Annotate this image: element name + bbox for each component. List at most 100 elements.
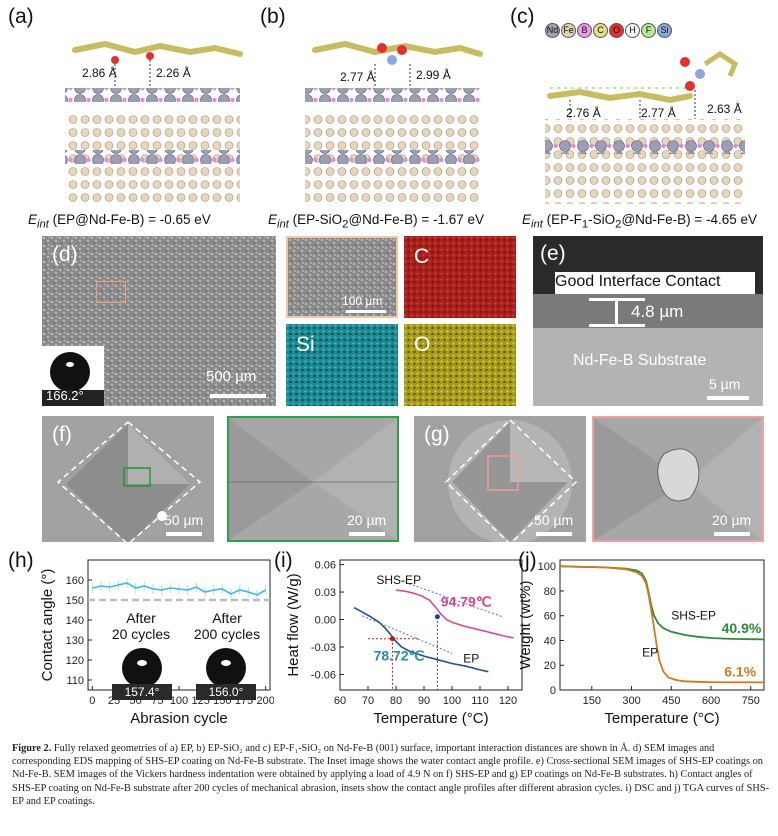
- legend-element-fe: Fe: [561, 23, 576, 38]
- x-tick-label: 0: [89, 695, 95, 707]
- panel-label-a: (a): [8, 5, 34, 28]
- x-tick-label: 70: [362, 695, 374, 707]
- series-line-ep: [559, 565, 765, 684]
- eds-map-silicon: Si: [286, 324, 398, 406]
- y-tick-label: 110: [66, 675, 84, 687]
- distance-label: 2.77 Å: [340, 70, 375, 84]
- legend-element-f: F: [641, 23, 656, 38]
- distance-label: 2.99 Å: [416, 68, 451, 82]
- legend-element-b: B: [577, 23, 592, 38]
- y-tick-label: 0: [550, 685, 556, 697]
- panel-label-b: (b): [260, 5, 286, 28]
- scale-bar: [714, 532, 750, 536]
- tg-value-ep: 78.72℃: [374, 648, 425, 664]
- y-axis-title: Heat flow (W/g): [285, 573, 302, 676]
- scale-bar: [210, 394, 266, 398]
- series-line-contact-angle: [92, 582, 267, 596]
- y-axis-title: Weight (wt%): [520, 581, 534, 670]
- distance-label: 2.26 Å: [156, 66, 191, 80]
- series-line-shs-ep: [395, 589, 514, 639]
- structure-ep-f1-sio2: [545, 50, 745, 204]
- y-tick-label: 40: [544, 635, 556, 647]
- scale-bar-label: 100 µm: [342, 294, 383, 308]
- x-tick-label: 120: [499, 695, 517, 707]
- series-label-shs-ep: SHS-EP: [671, 608, 716, 622]
- substrate-label: Nd-Fe-B Substrate: [573, 352, 707, 369]
- eds-map-carbon: C: [404, 236, 516, 318]
- y-tick-label: 140: [66, 615, 84, 627]
- distance-label: 2.63 Å: [707, 102, 742, 116]
- distance-label: 2.77 Å: [641, 106, 676, 120]
- scale-bar-label: 50 µm: [164, 512, 204, 528]
- element-legend: Nd Fe B C O H F Si: [545, 20, 775, 42]
- contact-angle-inset-200: 156.0°: [196, 648, 256, 700]
- tg-value-shs-ep: 94.79℃: [441, 594, 492, 610]
- chart-contact-angle: 0 25 50 75 100 125 150 175 200110120130140150160…: [39, 559, 274, 727]
- caption-text: Fully relaxed geometries of a) EP, b) EP…: [12, 743, 770, 807]
- scale-bar-label: 500 µm: [206, 368, 257, 385]
- distance-label: 2.86 Å: [82, 66, 117, 80]
- panel-label-h: (h): [8, 549, 34, 572]
- x-tick-label: 200: [256, 695, 274, 707]
- x-tick-label: 100: [443, 695, 461, 707]
- scale-bar: [349, 532, 385, 536]
- residue-value-ep: 6.1%: [724, 663, 756, 679]
- scale-bar-label: 50 µm: [534, 512, 574, 528]
- interface-label: Good Interface Contact: [555, 273, 721, 290]
- tangent-line: [362, 615, 453, 654]
- scale-bar: [166, 532, 202, 536]
- eint-label-c: Eint (EP-F1-SiO2@Nd-Fe-B) = -4.65 eV: [522, 212, 758, 231]
- series-label-ep: EP: [642, 646, 658, 660]
- y-tick-label: 80: [544, 586, 556, 598]
- tangent-line: [401, 580, 503, 618]
- zoom-region-box: [96, 281, 126, 303]
- contact-angle-value: 156.0°: [208, 685, 244, 699]
- inset-label-200-cycles: After 200 cycles: [193, 610, 261, 642]
- y-tick-label: 130: [66, 635, 84, 647]
- tg-marker: [434, 614, 440, 620]
- y-tick-label: -0.06: [311, 669, 336, 681]
- residue-value-shs-ep: 40.9%: [722, 620, 762, 636]
- contact-angle-value: 166.2°: [46, 388, 84, 403]
- contact-angle-inset-20: 157.4°: [112, 648, 172, 700]
- structure-ep-sio2: [305, 40, 483, 202]
- inset-label-20-cycles: After 20 cycles: [111, 610, 171, 642]
- chart-tga: 150 300 450 600 750 0 20 40 60 80 100 Temperature (…: [520, 559, 765, 727]
- y-tick-label: 100: [538, 561, 556, 573]
- sem-image-d: 166.2° 500 µm: [42, 236, 276, 406]
- eds-map-oxygen: O: [404, 324, 516, 406]
- x-tick-label: 90: [418, 695, 430, 707]
- y-tick-label: 150: [66, 595, 84, 607]
- scale-bar: [536, 532, 572, 536]
- x-axis-title: Temperature (°C): [604, 710, 719, 727]
- sem-cross-section-e: Good Interface Contact 4.8 µm Nd-Fe-B Su…: [533, 236, 763, 406]
- plot-frame: [339, 559, 523, 691]
- scale-bar-label: 5 µm: [709, 376, 741, 392]
- legend-element-h: H: [625, 23, 640, 38]
- sem-zoom-f: 20 µm: [227, 416, 399, 542]
- legend-element-nd: Nd: [545, 23, 560, 38]
- chart-dsc: 60 70 80 90 100 110 120 -0.06 -0.03 0.00 0.03 0.06 T…: [285, 559, 523, 727]
- x-tick-label: 300: [622, 695, 640, 707]
- sem-zoom-g: 20 µm: [592, 416, 764, 542]
- panel-label-f: (f): [52, 423, 72, 446]
- eds-sem-zoom: 100 µm: [286, 236, 398, 318]
- panel-label-d: (d): [52, 243, 78, 266]
- sem-indentation-g: 50 µm: [414, 416, 586, 542]
- scale-bar-label: 20 µm: [712, 512, 752, 528]
- x-tick-label: 110: [471, 695, 489, 707]
- figure-caption: Figure 2. Fully relaxed geometries of a)…: [12, 742, 770, 808]
- y-tick-label: 60: [544, 611, 556, 623]
- series-label-shs-ep: SHS-EP: [376, 573, 421, 587]
- legend-element-si: Si: [657, 23, 672, 38]
- x-tick-label: 750: [742, 695, 760, 707]
- thickness-label: 4.8 µm: [631, 302, 684, 321]
- y-axis-title: Contact angle (°): [39, 569, 56, 682]
- structure-ep: [65, 40, 243, 202]
- panel-label-c: (c): [510, 5, 535, 28]
- x-axis-title: Abrasion cycle: [130, 710, 228, 727]
- y-tick-label: 120: [66, 655, 84, 667]
- plot-frame: [559, 559, 765, 691]
- scale-bar: [346, 310, 386, 313]
- panel-label-j: (j): [518, 549, 537, 572]
